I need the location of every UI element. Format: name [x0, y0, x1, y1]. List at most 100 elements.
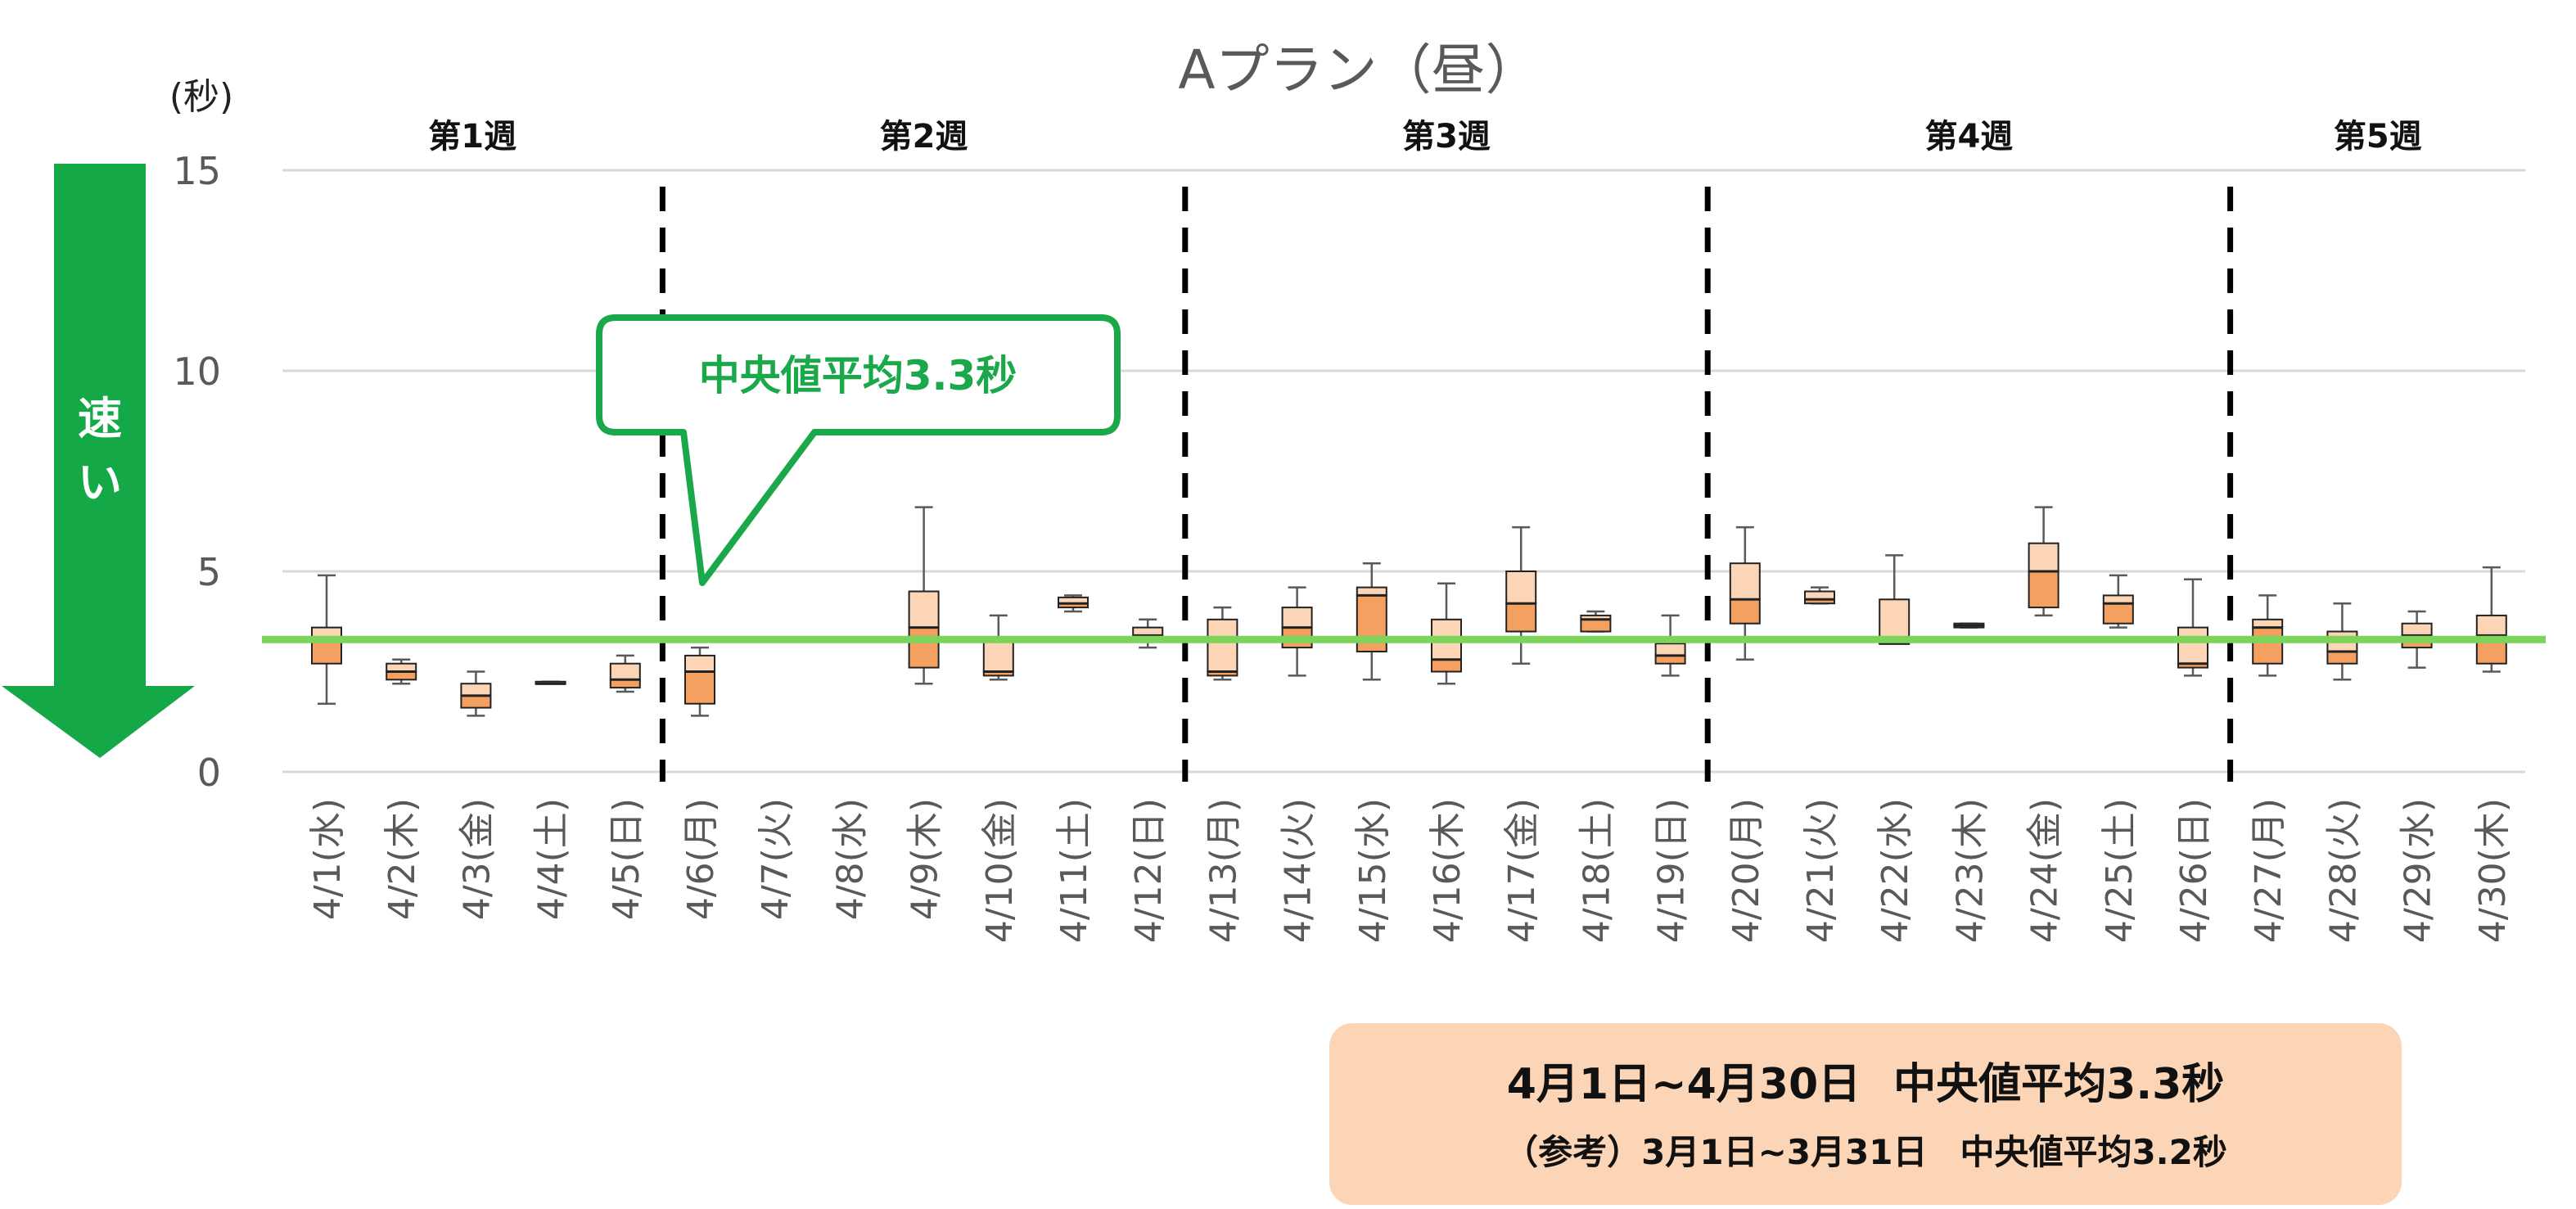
box-lower [1580, 618, 1612, 633]
summary-reference-period: （参考）3月1日~3月31日 中央値平均3.2秒 [1329, 1125, 2402, 1175]
x-axis-label: 4/25(土) [2099, 798, 2141, 943]
box-plot [386, 658, 417, 685]
box-upper [609, 662, 641, 681]
box-lower [1505, 602, 1537, 633]
y-axis-ticks: 0 5 10 15 [173, 149, 221, 795]
x-axis-label: 4/11(土) [1053, 798, 1095, 943]
summary-current-range: 4月1日~4月30日 [1506, 1060, 1861, 1109]
x-axis-label: 4/14(火) [1278, 798, 1320, 943]
box-plot [1505, 526, 1537, 665]
speed-arrow-label-char: 速 [78, 393, 122, 444]
week-labels: 第1週 第2週 第3週 第4週 第5週 [428, 118, 2421, 156]
box-lower [2252, 626, 2284, 665]
x-axis-label: 4/16(木) [1427, 798, 1468, 943]
speed-arrow: 速 い [2, 164, 195, 758]
box-plot [460, 670, 492, 717]
x-axis-label: 4/7(火) [755, 798, 796, 920]
summary-reference-range: （参考）3月1日~3月31日 [1504, 1132, 1928, 1172]
x-axis-label: 4/26(日) [2173, 798, 2215, 943]
x-axis-label: 4/8(水) [829, 798, 871, 920]
x-axis-label: 4/5(日) [606, 798, 647, 920]
box-upper [1505, 571, 1537, 605]
box-plot [982, 614, 1014, 681]
x-axis-label: 4/18(土) [1576, 798, 1617, 943]
speed-arrow-label-char: い [78, 457, 122, 508]
x-axis-label: 4/9(木) [905, 798, 946, 920]
box-plot [1580, 610, 1612, 633]
x-axis-label: 4/21(火) [1800, 798, 1842, 943]
box-upper [1281, 607, 1313, 629]
week-label: 第5週 [2334, 118, 2422, 156]
box-upper [1207, 618, 1238, 673]
x-axis-label: 4/30(木) [2472, 798, 2514, 943]
x-axis-label: 4/23(木) [1949, 798, 1991, 943]
x-axis-label: 4/28(火) [2322, 798, 2364, 943]
box-plot [908, 506, 940, 685]
box-upper [2401, 622, 2433, 637]
box-plot [1879, 554, 1911, 645]
box-plot [2252, 594, 2284, 677]
box-lower [460, 694, 492, 709]
x-axis-label: 4/19(日) [1651, 798, 1693, 943]
box-plot [535, 680, 566, 685]
box-upper [908, 590, 940, 629]
x-axis-label: 4/2(木) [381, 798, 423, 920]
callout-label: 中央値平均3.3秒 [699, 352, 1017, 399]
median-callout: 中央値平均3.3秒 [596, 314, 1121, 586]
summary-current-value: 中央値平均3.3秒 [1893, 1060, 2225, 1109]
box-lower [2326, 651, 2358, 665]
x-axis-label: 4/1(水) [307, 798, 349, 920]
x-axis-label: 4/27(月) [2248, 798, 2290, 943]
box-plot [1058, 594, 1089, 613]
chart-title: Aプラン（昼） [1178, 38, 1539, 102]
box-upper [460, 683, 492, 697]
x-axis-label: 4/10(金) [979, 798, 1021, 943]
box-lower [1729, 598, 1761, 625]
box-plots [311, 506, 2507, 717]
week-label: 第2週 [880, 118, 968, 156]
y-tick-label: 5 [197, 550, 221, 594]
x-axis-label: 4/6(月) [680, 798, 722, 920]
box-upper [2475, 614, 2507, 637]
box-plot [1729, 526, 1761, 661]
box-plot [2177, 578, 2208, 677]
box-plot [1431, 582, 1462, 685]
box-lower [1431, 658, 1462, 673]
box-lower [2028, 571, 2059, 609]
y-tick-label: 10 [173, 350, 221, 394]
y-tick-label: 0 [197, 751, 221, 795]
box-plot [2102, 574, 2134, 629]
x-axis-label: 4/12(日) [1128, 798, 1170, 943]
box-upper [2028, 542, 2059, 573]
x-axis-label: 4/4(土) [531, 798, 573, 920]
box-plot [684, 646, 715, 717]
box-plot [2475, 566, 2507, 673]
x-axis-label: 4/17(金) [1501, 798, 1543, 943]
box-plot [1953, 622, 1985, 629]
box-plot [2028, 506, 2059, 617]
x-axis-label: 4/15(水) [1352, 798, 1394, 943]
box-plot [311, 574, 342, 705]
box-plot [609, 654, 641, 693]
week-label: 第3週 [1402, 118, 1491, 156]
box-plot [1654, 614, 1686, 677]
x-axis-label: 4/20(月) [1726, 798, 1767, 943]
y-tick-label: 15 [173, 149, 221, 193]
week-label: 第4週 [1924, 118, 2013, 156]
box-lower [2102, 602, 2134, 625]
box-plot [1207, 606, 1238, 681]
x-axis-label: 4/29(水) [2398, 798, 2439, 943]
box-lower [908, 626, 940, 669]
x-axis-label: 4/13(月) [1202, 798, 1244, 943]
box-upper [982, 638, 1014, 673]
week-label: 第1週 [428, 118, 517, 156]
x-axis-label: 4/3(金) [456, 798, 498, 920]
box-plot [1132, 618, 1164, 649]
box-upper [2177, 626, 2208, 665]
summary-current-period: 4月1日~4月30日 中央値平均3.3秒 [1329, 1049, 2402, 1111]
x-axis-label: 4/24(金) [2024, 798, 2066, 943]
box-lower [684, 670, 715, 705]
x-axis-label: 4/22(水) [1874, 798, 1916, 943]
y-axis-unit-label: (秒) [169, 76, 233, 118]
